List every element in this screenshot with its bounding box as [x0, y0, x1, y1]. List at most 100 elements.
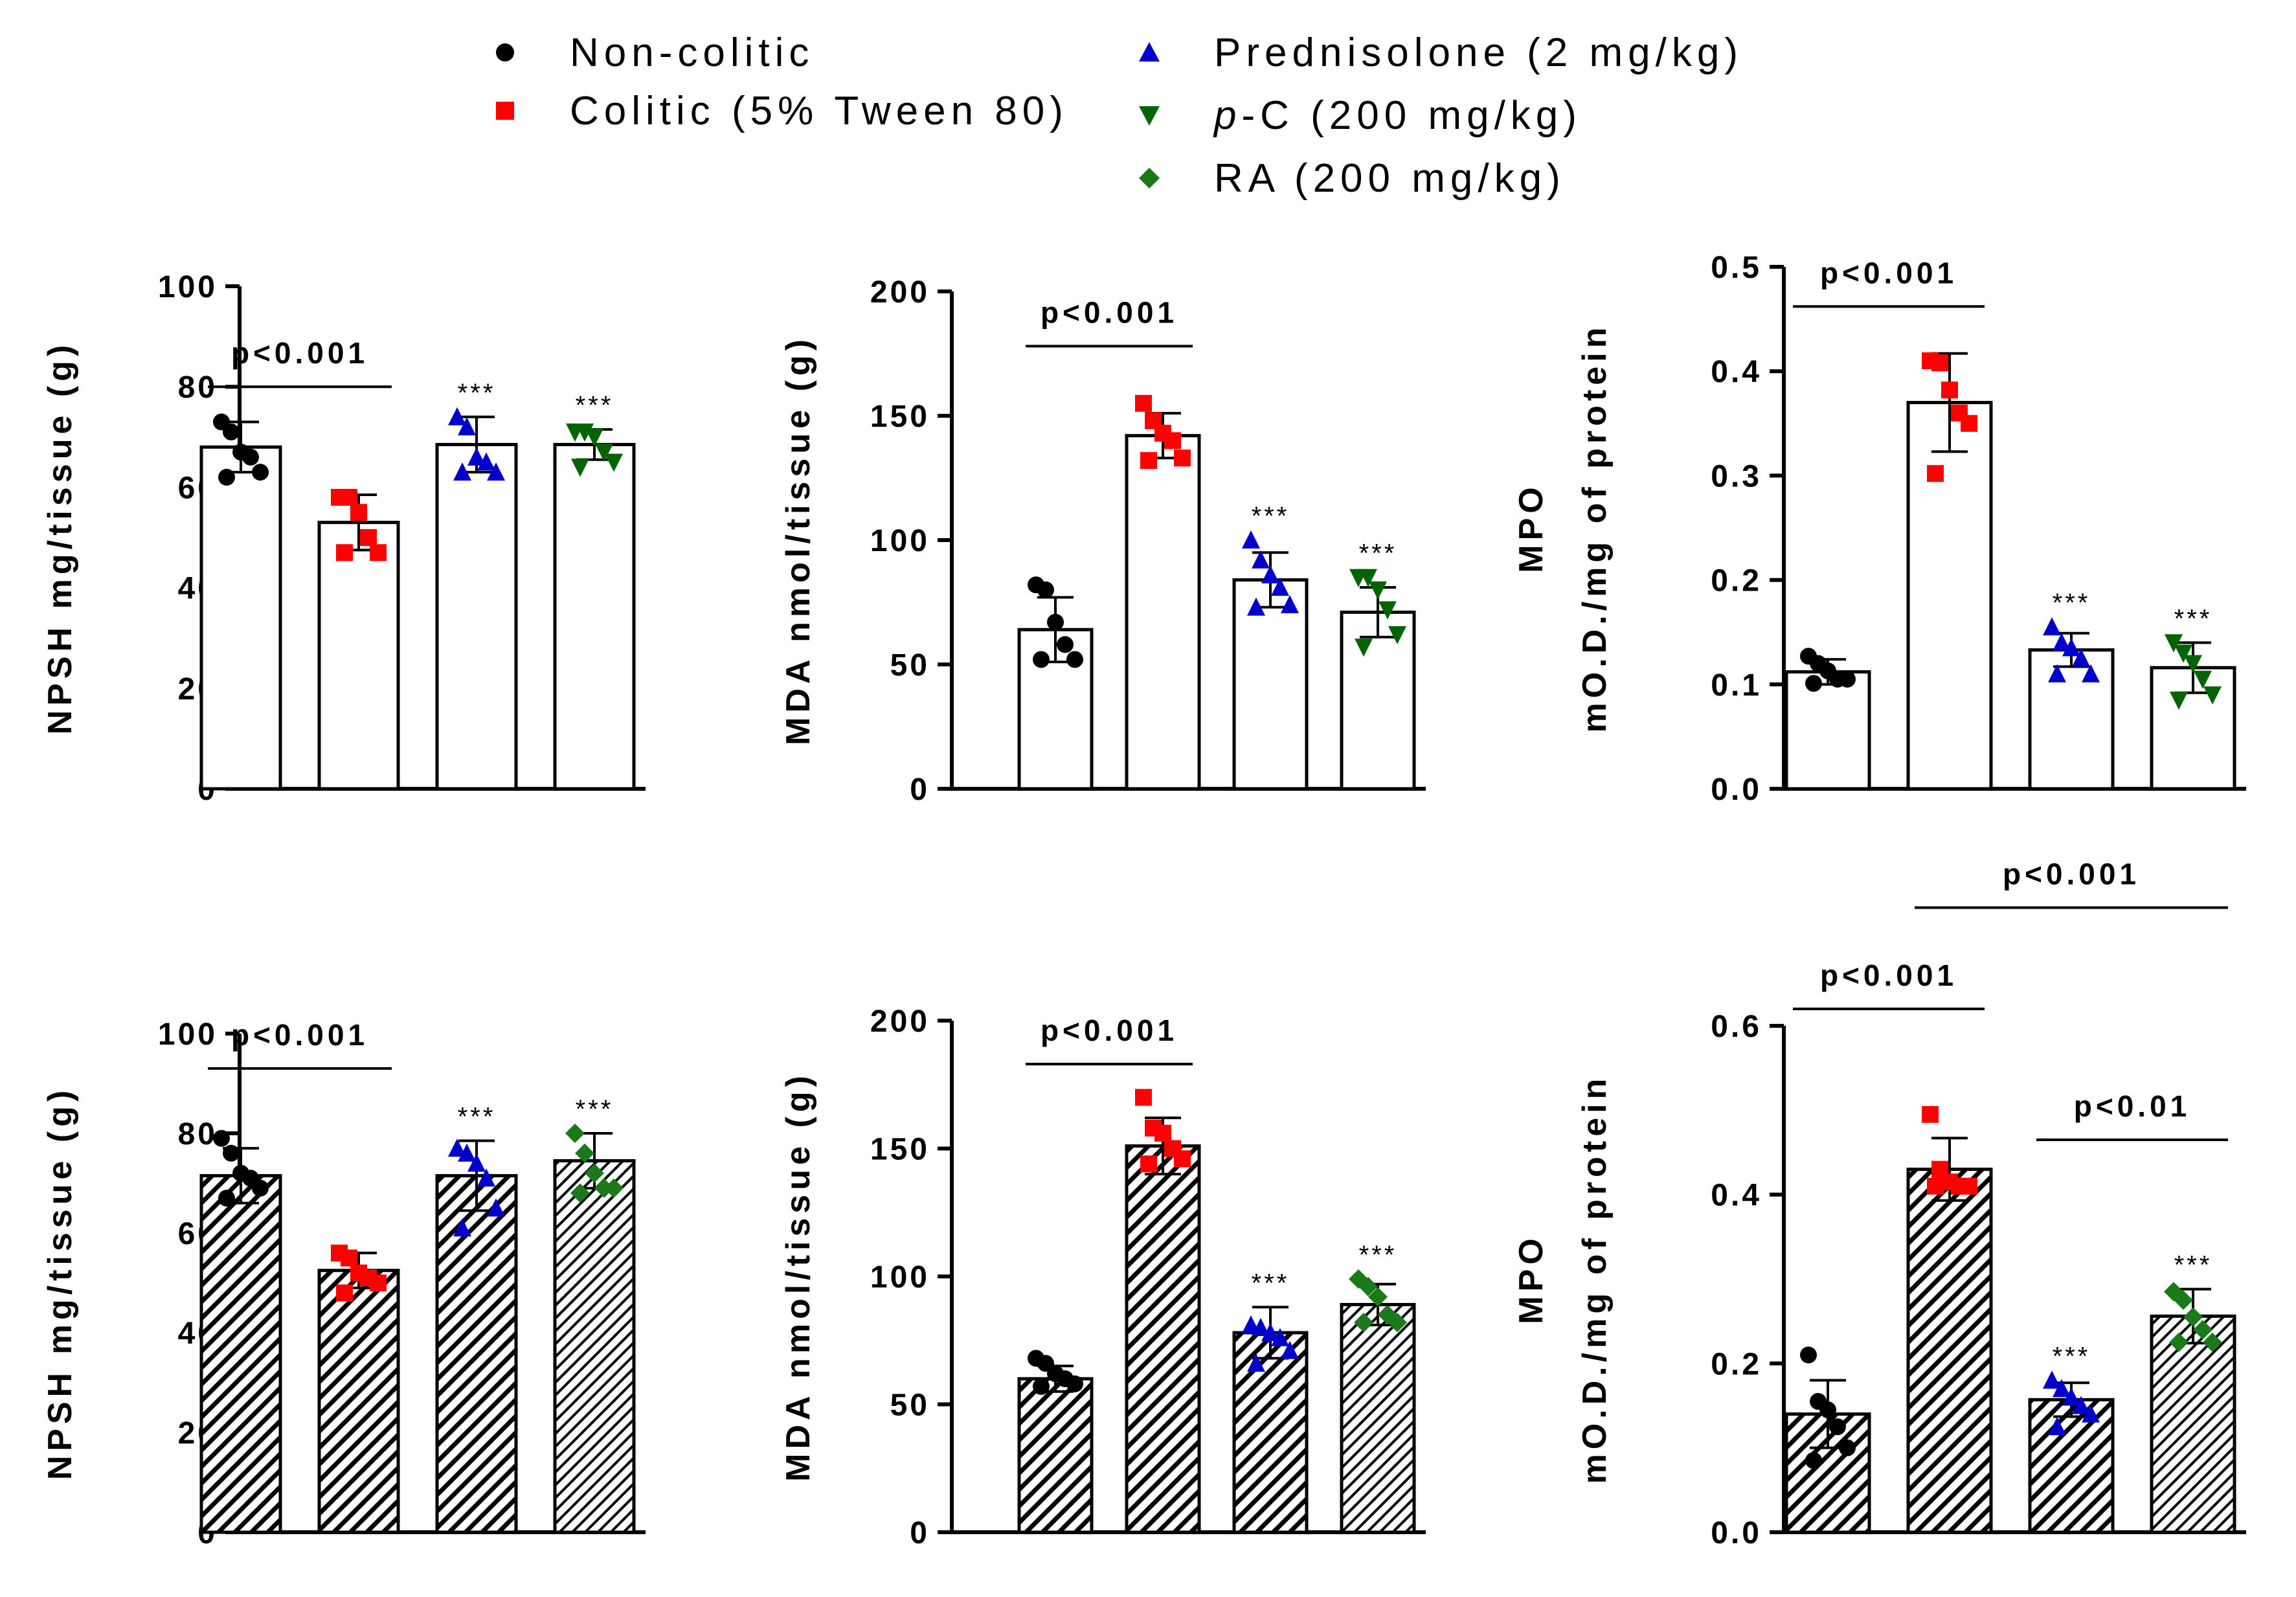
y-tick-label: 100: [158, 1017, 218, 1052]
chart-bottom-right: 0.0 0.2 0.4 0.6 MPO mO.D./mg of protein *** ***…: [1513, 857, 2246, 1550]
data-point: [1047, 613, 1064, 631]
data-point: [1242, 530, 1260, 549]
y-axis-label-units: mO.D./mg of protein: [1576, 1074, 1614, 1484]
data-point: [604, 1178, 624, 1198]
data-point: [2169, 1332, 2189, 1352]
bar: [1125, 434, 1201, 791]
data-point: [2053, 633, 2071, 651]
legend-label-non-colitic: Non-colitic: [570, 30, 815, 75]
data-point: [477, 1168, 495, 1187]
y-tick-label: 0: [910, 1516, 930, 1550]
significance-stars: ***: [458, 1103, 496, 1131]
data-point: [1271, 577, 1289, 596]
y-tick-label: 100: [870, 1260, 930, 1295]
y-tick-label: 0: [910, 773, 930, 807]
y-tick-label: 0.2: [1711, 1347, 1762, 1381]
data-point: [448, 1138, 466, 1157]
bar: [1340, 610, 1416, 791]
bar: [1906, 401, 1993, 791]
legend-label-pc: p-C (200 mg/kg): [1214, 93, 1582, 138]
significance-stars: ***: [2174, 1251, 2212, 1280]
data-point: [1281, 595, 1299, 613]
data-point: [218, 1190, 235, 1207]
bar: [1125, 1144, 1201, 1534]
data-point: [1174, 449, 1191, 467]
legend: Non-colitic Colitic (5% Tween 80) Predni…: [0, 0, 2296, 220]
legend-item-non-colitic: Non-colitic: [486, 23, 814, 82]
data-point: [1247, 1353, 1265, 1372]
bar: [199, 445, 282, 791]
bar: [2028, 1398, 2115, 1534]
data-point: [467, 1153, 486, 1172]
chart-top-middle: 0 50 100 150 200 MDA nmol/tissue (g) *** *** p<0…: [780, 275, 1426, 807]
data-point: [448, 407, 466, 425]
data-point: [1922, 1105, 1939, 1123]
data-point: [1271, 1328, 1289, 1346]
data-point: [585, 428, 603, 447]
data-point: [570, 1183, 590, 1203]
data-point: [1135, 1089, 1152, 1106]
significance-stars: ***: [576, 1095, 614, 1124]
data-point: [565, 1124, 585, 1143]
y-tick-label: 0.0: [1711, 773, 1762, 807]
data-point: [242, 448, 259, 466]
legend-label-colitic: Colitic (5% Tween 80): [570, 88, 1068, 133]
data-point: [605, 453, 623, 472]
data-point: [1961, 1177, 1977, 1195]
data-point: [252, 1179, 269, 1197]
data-point: [1140, 1155, 1157, 1173]
bar: [2150, 1314, 2236, 1534]
data-point: [360, 529, 377, 546]
data-point: [576, 424, 594, 442]
data-point: [2194, 670, 2212, 689]
data-point: [1927, 1177, 1944, 1195]
bar: [1232, 1331, 1309, 1534]
significance-stars: ***: [458, 379, 496, 407]
significance-stars: ***: [2053, 589, 2091, 617]
data-point: [1261, 1322, 1279, 1341]
y-tick-label: 0.2: [1711, 564, 1762, 598]
data-point: [1359, 569, 1377, 587]
data-point: [2184, 655, 2202, 674]
data-point: [1174, 1150, 1191, 1168]
data-point: [1927, 465, 1944, 482]
y-axis-label: NPSH mg/tissue (g): [41, 1086, 79, 1480]
y-tick-label: 100: [158, 270, 218, 304]
data-point: [1033, 1377, 1050, 1395]
significance-stars: ***: [2053, 1342, 2091, 1370]
bar: [1784, 670, 1871, 791]
bar: [435, 1173, 518, 1534]
significance-stars: ***: [1252, 1269, 1290, 1297]
data-point: [2072, 648, 2090, 667]
bar: [553, 442, 636, 791]
bar: [435, 442, 518, 791]
data-point: [1805, 675, 1822, 692]
data-point: [2072, 1396, 2090, 1414]
data-point: [458, 417, 476, 436]
data-point: [370, 544, 387, 561]
y-axis-label-units: mO.D./mg of protein: [1576, 323, 1614, 733]
data-point: [1164, 432, 1181, 449]
data-point: [370, 1274, 387, 1291]
p-value-label: p<0.001: [1041, 295, 1178, 329]
data-point: [2203, 686, 2222, 705]
data-point: [1154, 1124, 1171, 1142]
data-point: [2048, 1417, 2066, 1436]
data-point: [1252, 1318, 1270, 1336]
y-tick-label: 100: [870, 524, 930, 558]
y-tick-label: 200: [870, 1004, 930, 1039]
chart-top-right: 0.0 0.1 0.2 0.3 0.4 0.5 MPO mO.D./mg of protein…: [1513, 251, 2246, 807]
data-point: [1066, 651, 1083, 668]
data-point: [1961, 414, 1977, 432]
significance-stars: ***: [2174, 604, 2212, 633]
data-point: [1941, 381, 1958, 399]
y-axis-label: MPO: [1513, 1234, 1550, 1324]
p-value-label: p<0.001: [1041, 1014, 1178, 1047]
data-point: [2174, 644, 2192, 663]
data-point: [467, 447, 486, 466]
data-point: [341, 488, 357, 506]
data-point: [2165, 634, 2183, 653]
chart-top-left: 020406080100NPSH mg/tissue (g)******p<0.…: [41, 270, 646, 807]
data-point: [2048, 664, 2066, 683]
data-point: [1354, 1313, 1373, 1333]
